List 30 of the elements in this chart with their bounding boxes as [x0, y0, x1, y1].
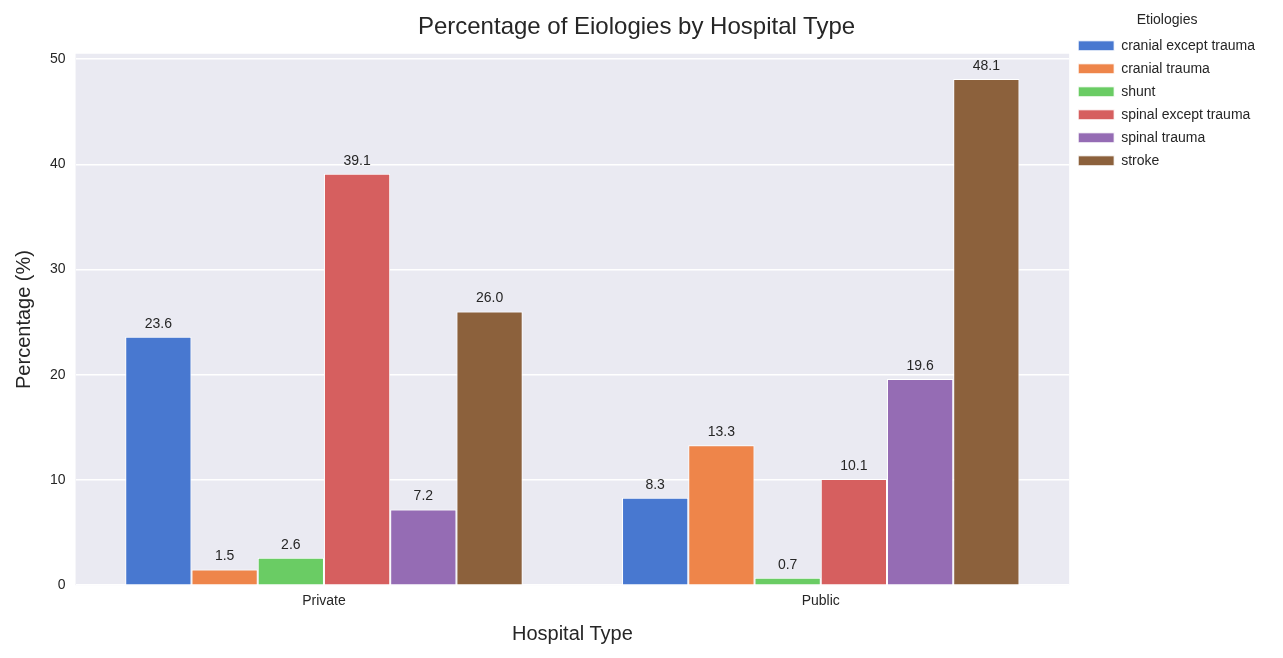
- data-label: 10.1: [840, 456, 868, 473]
- legend-label: stroke: [1121, 151, 1160, 168]
- x-axis-title: Hospital Type: [511, 621, 633, 644]
- data-label: 2.6: [281, 535, 301, 552]
- y-tick-label: 10: [49, 470, 66, 487]
- data-label: 8.3: [645, 475, 666, 492]
- y-tick-label: 40: [49, 155, 66, 172]
- x-tick-label: Public: [801, 592, 840, 609]
- data-label: 1.5: [214, 547, 235, 564]
- y-tick-label: 20: [49, 365, 66, 382]
- chart-title: Percentage of Eiologies by Hospital Type: [417, 12, 856, 40]
- legend-label: cranial trauma: [1121, 59, 1211, 76]
- data-label: 48.1: [972, 56, 1001, 73]
- legend-title: Etiologies: [1136, 10, 1198, 27]
- legend-label: cranial except trauma: [1121, 36, 1256, 53]
- data-label: 0.7: [777, 555, 798, 572]
- y-tick-label: 50: [49, 49, 66, 66]
- data-label: 7.2: [413, 487, 434, 504]
- y-tick-label: 30: [49, 260, 66, 277]
- data-label: 26.0: [475, 289, 504, 306]
- y-tick-label: 0: [57, 576, 66, 593]
- legend-label: spinal trauma: [1121, 128, 1206, 145]
- legend-label: shunt: [1121, 82, 1156, 99]
- y-axis-title: Percentage (%): [11, 250, 34, 389]
- data-label: 39.1: [343, 151, 371, 168]
- data-label: 19.6: [906, 356, 934, 373]
- x-tick-label: Private: [302, 592, 346, 609]
- data-label: 23.6: [144, 314, 173, 331]
- legend-label: spinal except trauma: [1121, 105, 1251, 122]
- data-label: 13.3: [707, 423, 736, 440]
